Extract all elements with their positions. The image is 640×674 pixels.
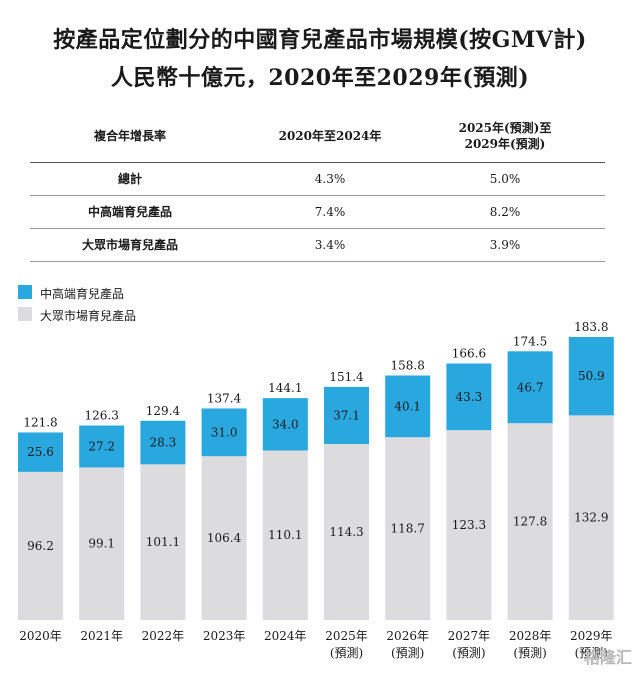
data-label-mass: 127.8 (513, 515, 547, 529)
cagr-header-row: 複合年增長率 2020年至2024年 2025年(預測)至 2029年(預測) (30, 110, 605, 163)
cagr-value: 7.4% (314, 205, 346, 219)
bar-segment-mass (18, 471, 63, 620)
data-label-total: 174.5 (513, 334, 547, 348)
x-tick-label: 2024年 (264, 629, 307, 643)
cagr-row-total: 總計 4.3% 5.0% (30, 163, 605, 196)
data-label-premium: 34.0 (272, 417, 299, 431)
x-tick-label: 2023年 (203, 629, 246, 643)
data-label-premium: 25.6 (27, 445, 54, 459)
data-label-premium: 46.7 (517, 380, 544, 394)
x-tick-label: (預測) (513, 646, 546, 660)
cagr-header-label: 複合年增長率 (93, 129, 166, 143)
cagr-row-premium: 中高端育兒產品 7.4% 8.2% (30, 196, 605, 229)
bar-segment-premium (568, 337, 614, 416)
data-label-mass: 132.9 (574, 511, 608, 525)
data-label-mass: 99.1 (88, 537, 115, 551)
legend-label-premium: 中高端育兒產品 (40, 287, 125, 301)
data-label-mass: 110.1 (268, 528, 302, 542)
cagr-header-period-1: 2020年至2024年 (278, 129, 382, 143)
bar-segment-premium (262, 398, 308, 451)
cagr-header-period-2: 2025年(預測)至 2029年(預測) (458, 121, 552, 151)
data-label-total: 166.6 (452, 346, 486, 360)
bar-segment-mass (446, 430, 492, 620)
cagr-value: 4.3% (314, 172, 346, 186)
bar-segment-premium (18, 432, 63, 472)
data-label-mass: 123.3 (452, 518, 486, 532)
data-label-mass: 114.3 (329, 525, 363, 539)
bar-segment-mass (140, 464, 186, 620)
bar-segment-mass (385, 437, 431, 620)
data-label-mass: 96.2 (27, 539, 54, 553)
legend-label-mass: 大眾市場育兒產品 (40, 309, 137, 323)
bar-segment-premium (140, 420, 186, 465)
data-label-total: 126.3 (85, 409, 119, 423)
bar-segment-mass (324, 444, 369, 620)
bar-segment-mass (568, 415, 614, 620)
data-label-premium: 50.9 (578, 369, 605, 383)
legend-swatch-premium (18, 285, 32, 299)
data-label-premium: 43.3 (456, 390, 483, 404)
x-tick-label: 2021年 (80, 629, 123, 643)
data-label-premium: 31.0 (211, 425, 238, 439)
x-tick-label: (預測) (575, 646, 608, 660)
data-label-premium: 37.1 (333, 408, 360, 422)
data-label-premium: 40.1 (394, 399, 421, 413)
x-tick-label: 2022年 (142, 629, 185, 643)
watermark-logo: 格隆汇 (583, 648, 632, 667)
x-tick-label: 2027年 (448, 629, 491, 643)
chart-title-line-1: 按產品定位劃分的中國育兒產品市場規模(按GMV計) (53, 27, 587, 53)
cagr-value: 8.2% (489, 205, 521, 219)
cagr-value: 5.0% (489, 172, 521, 186)
bar-segment-premium (507, 351, 553, 424)
bar-segment-mass (507, 423, 553, 620)
data-label-total: 137.4 (207, 391, 242, 405)
x-tick-label: (預測) (391, 646, 424, 660)
data-label-total: 183.8 (574, 320, 608, 334)
x-tick-label: 2025年 (325, 629, 368, 643)
data-label-premium: 28.3 (150, 436, 177, 450)
data-label-mass: 101.1 (146, 535, 180, 549)
x-tick-label: 2029年 (570, 629, 613, 643)
cagr-value: 3.9% (489, 238, 521, 252)
bar-segment-mass (79, 467, 125, 620)
data-label-total: 158.8 (391, 358, 425, 372)
data-label-mass: 118.7 (391, 522, 425, 536)
cagr-row-label: 中高端育兒產品 (87, 205, 172, 219)
bar-segment-premium (201, 408, 247, 457)
cagr-row-label: 大眾市場育兒產品 (81, 238, 178, 252)
cagr-table: 複合年增長率 2020年至2024年 2025年(預測)至 2029年(預測) 總… (30, 110, 605, 262)
x-tick-label: (預測) (452, 646, 485, 660)
x-tick-label: 2028年 (509, 629, 552, 643)
bar-segment-premium (79, 425, 125, 468)
data-label-total: 121.8 (23, 415, 57, 429)
data-label-total: 129.4 (146, 404, 181, 418)
data-label-total: 144.1 (268, 381, 302, 395)
x-tick-label: (預測) (330, 646, 363, 660)
bar-segment-mass (201, 456, 247, 620)
bar-segment-premium (385, 375, 431, 438)
chart-title-line-2: 人民幣十億元，2020年至2029年(預測) (110, 65, 530, 91)
x-tick-label: 2026年 (386, 629, 429, 643)
data-label-mass: 106.4 (207, 531, 242, 545)
data-label-premium: 27.2 (88, 439, 115, 453)
legend-swatch-mass (18, 307, 32, 321)
bar-segment-premium (324, 386, 369, 445)
bar-segment-premium (446, 363, 492, 431)
data-label-total: 151.4 (329, 370, 364, 384)
cagr-row-label: 總計 (117, 172, 142, 186)
x-tick-label: 2020年 (19, 629, 62, 643)
cagr-row-mass: 大眾市場育兒產品 3.4% 3.9% (30, 229, 605, 262)
bar-segment-mass (262, 450, 308, 620)
cagr-value: 3.4% (314, 238, 346, 252)
